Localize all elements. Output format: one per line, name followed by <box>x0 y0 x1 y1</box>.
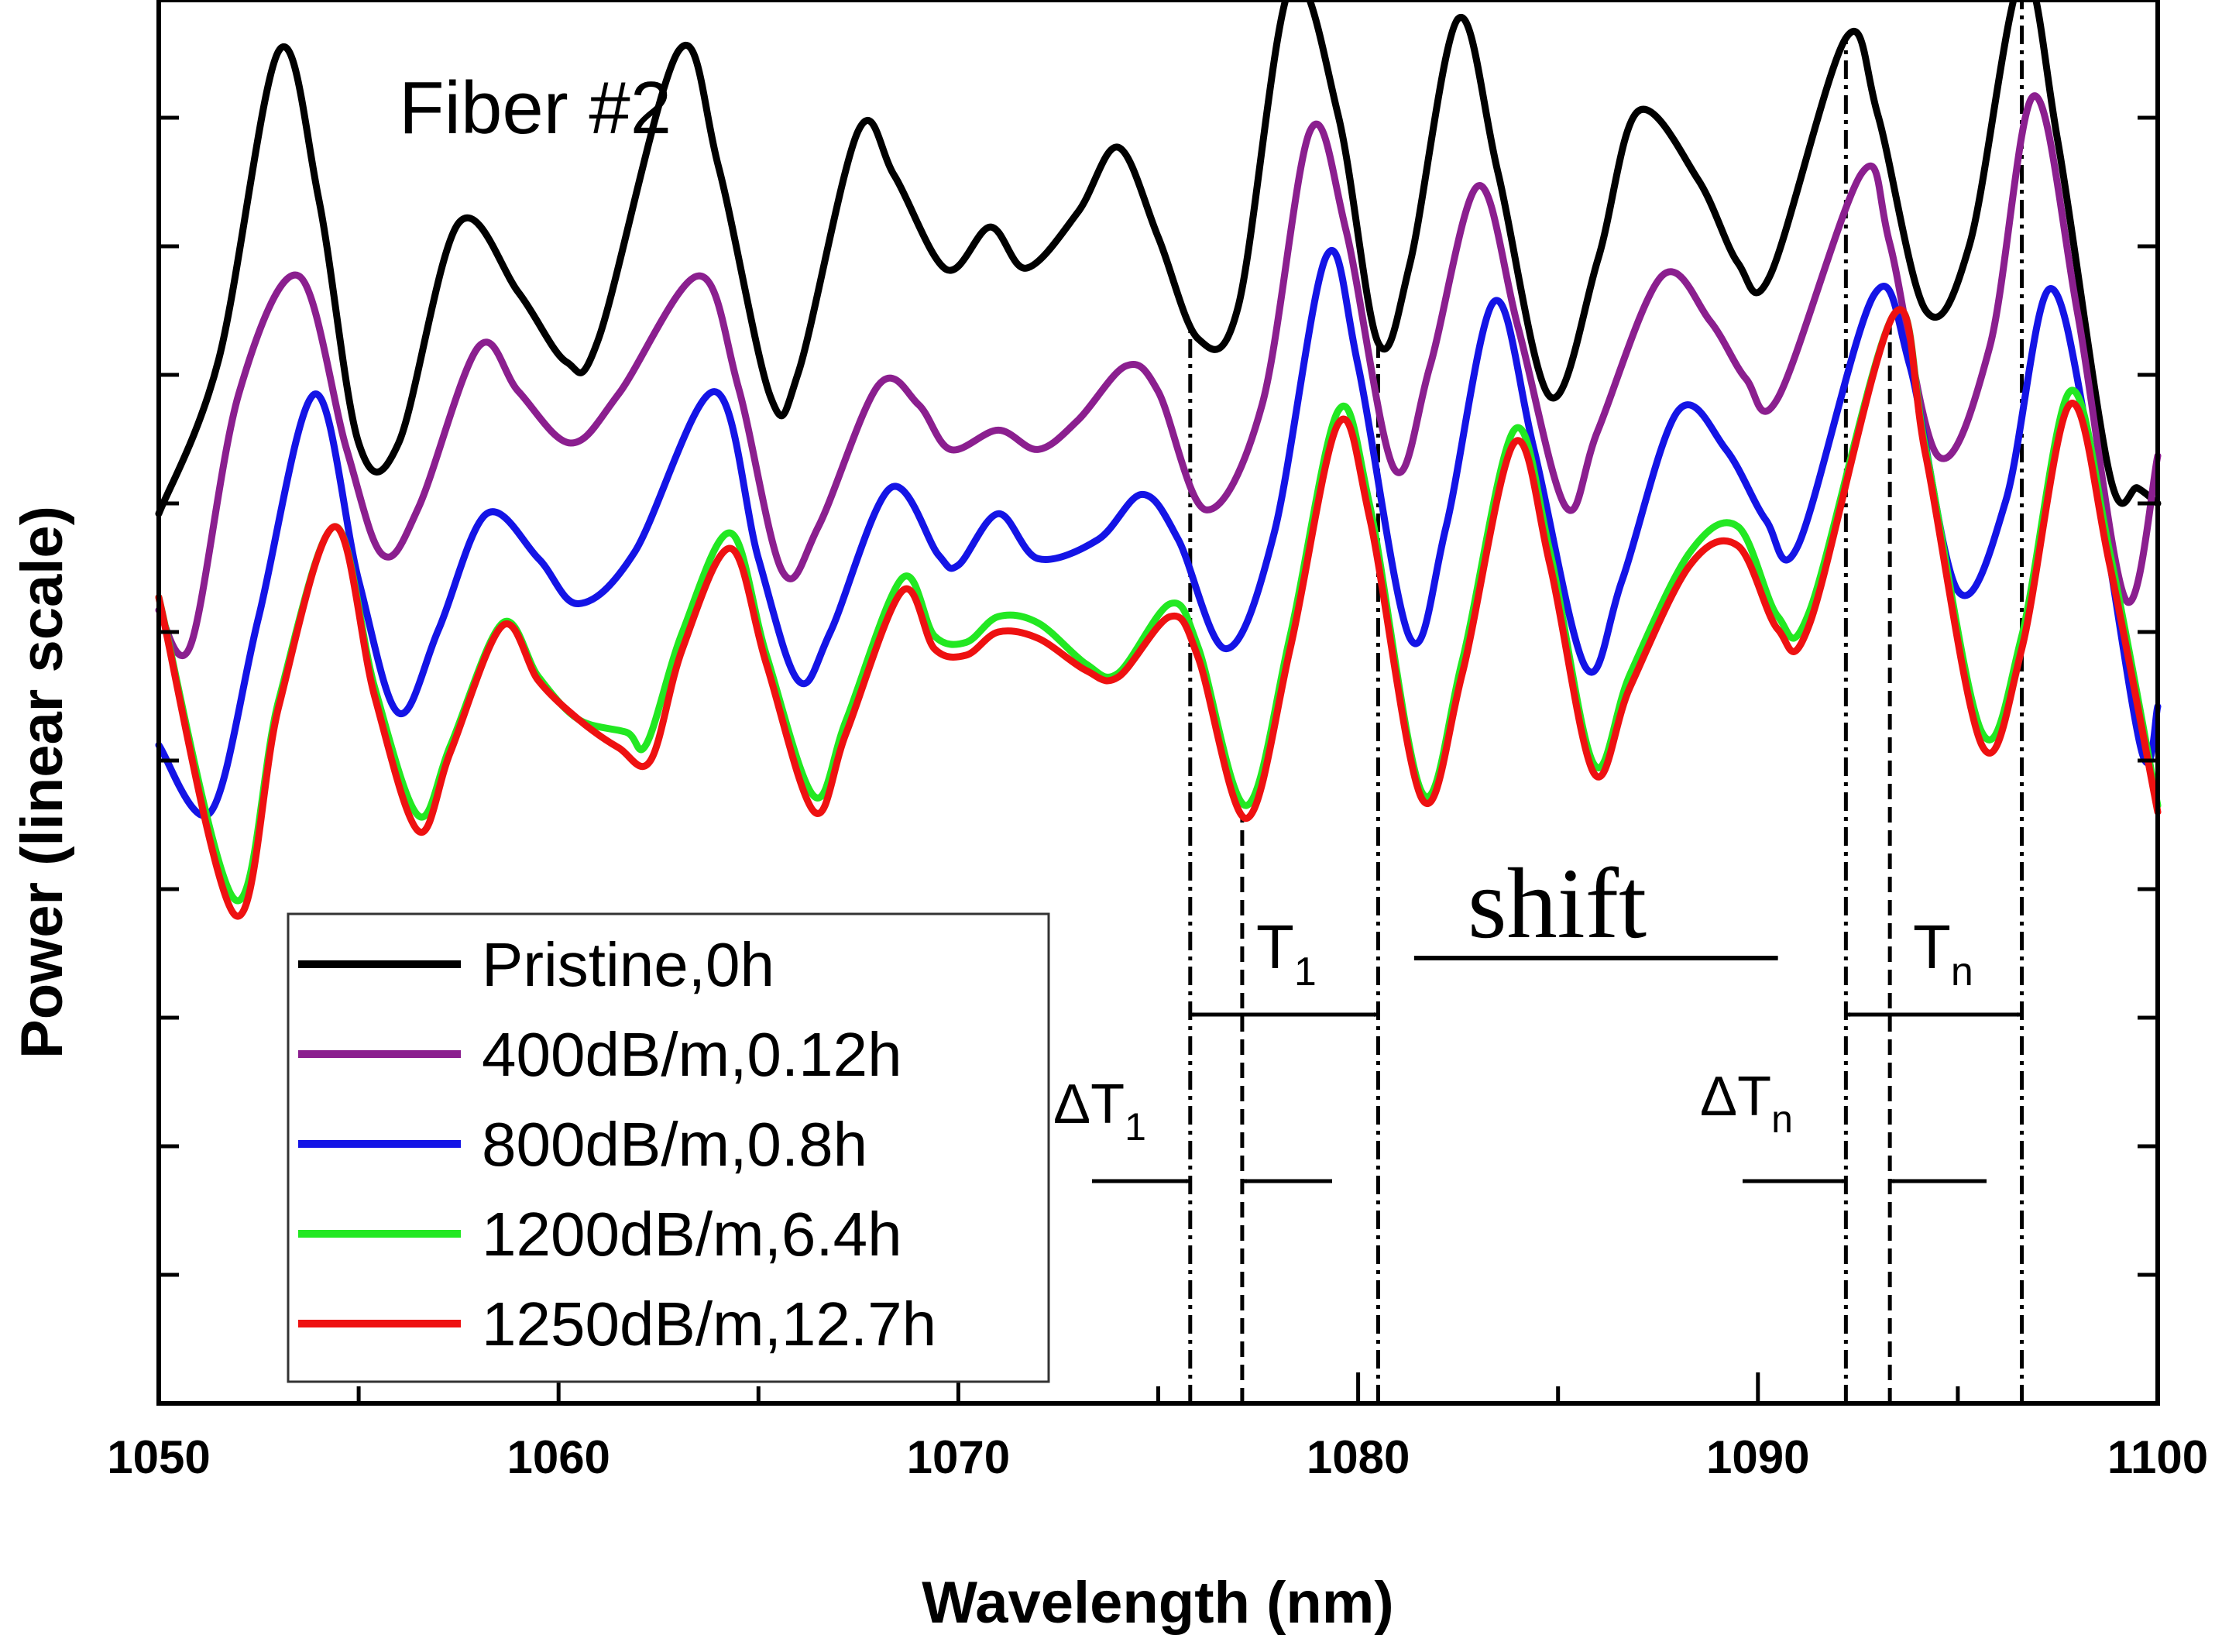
y-axis-title: Power (linear scale) <box>9 506 75 1059</box>
series-line-400db <box>155 92 2162 660</box>
delta-tn-label: ΔTn <box>1700 1066 1793 1141</box>
guide-lines <box>1188 0 2024 1403</box>
series-group <box>155 0 2162 920</box>
legend-label-3: 800dB/m,0.8h <box>482 1110 867 1179</box>
legend-label-1: Pristine,0h <box>482 930 774 999</box>
x-tick-label-1060: 1060 <box>507 1431 610 1483</box>
arrow-group <box>1092 956 2023 1183</box>
legend-label-4: 1200dB/m,6.4h <box>482 1200 902 1269</box>
x-tick-label-1080: 1080 <box>1307 1431 1410 1483</box>
x-tick-label-1050: 1050 <box>107 1431 210 1483</box>
shift-label: shift <box>1468 848 1647 960</box>
x-axis-ticks: 1050 1060 1070 1080 1090 1100 <box>107 1372 2208 1483</box>
series-line-1250db <box>155 306 2162 920</box>
annotations: shift T1 Tn ΔT1 ΔTn <box>1053 848 1973 1149</box>
legend-label-5: 1250dB/m,12.7h <box>482 1290 936 1358</box>
x-tick-label-1070: 1070 <box>907 1431 1010 1483</box>
chart-title: Fiber #2 <box>399 67 671 149</box>
series-line-pristine <box>155 0 2162 517</box>
delta-t1-label: ΔT1 <box>1053 1073 1146 1149</box>
legend: Pristine,0h 400dB/m,0.12h 800dB/m,0.8h 1200… <box>287 912 1050 1383</box>
y-axis-ticks <box>159 115 2158 1277</box>
x-tick-label-1100: 1100 <box>2107 1431 2208 1483</box>
tn-label: Tn <box>1913 912 1973 994</box>
x-tick-label-1090: 1090 <box>1706 1431 1809 1483</box>
x-axis-title: Wavelength (nm) <box>922 1570 1393 1636</box>
legend-label-2: 400dB/m,0.12h <box>482 1020 902 1089</box>
t1-label: T1 <box>1256 912 1317 994</box>
